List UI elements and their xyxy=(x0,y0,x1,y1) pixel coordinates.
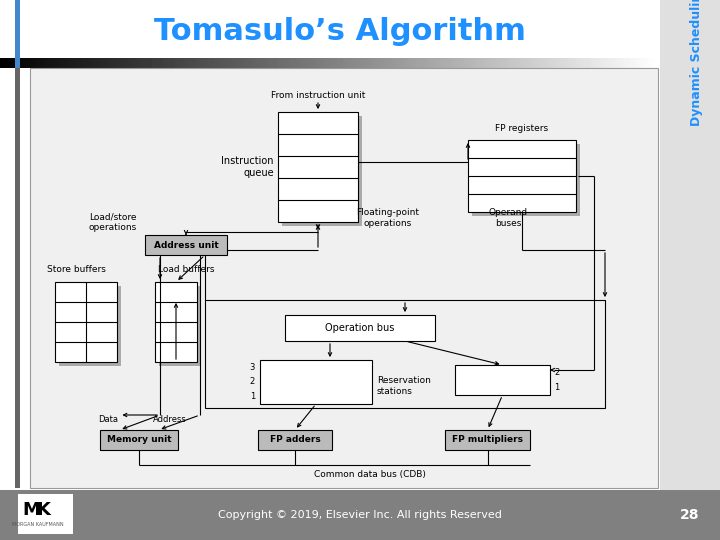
Bar xyxy=(472,144,580,216)
Bar xyxy=(18,494,73,534)
Bar xyxy=(155,282,197,362)
Text: 28: 28 xyxy=(680,508,700,522)
Bar xyxy=(30,68,658,488)
Text: Instruction
queue: Instruction queue xyxy=(222,156,274,178)
Bar xyxy=(55,282,117,362)
Bar xyxy=(260,360,372,404)
Bar xyxy=(258,430,332,450)
Text: Data: Data xyxy=(98,415,118,424)
Text: 1: 1 xyxy=(250,392,255,401)
Text: 3: 3 xyxy=(250,363,255,372)
Bar xyxy=(285,315,435,341)
Bar xyxy=(445,430,530,450)
Text: 2: 2 xyxy=(554,368,559,377)
Text: Load buffers: Load buffers xyxy=(158,265,215,274)
Text: Address unit: Address unit xyxy=(153,240,218,249)
Text: From instruction unit: From instruction unit xyxy=(271,91,365,100)
Bar xyxy=(59,286,121,366)
Bar xyxy=(0,490,720,540)
Text: K: K xyxy=(36,501,50,519)
Bar xyxy=(278,112,358,222)
Bar xyxy=(159,286,201,366)
Bar xyxy=(455,365,550,395)
Text: MORGAN KAUFMANN: MORGAN KAUFMANN xyxy=(12,522,64,526)
Text: Reservation
stations: Reservation stations xyxy=(377,376,431,396)
Text: FP registers: FP registers xyxy=(495,124,549,133)
Text: Common data bus (CDB): Common data bus (CDB) xyxy=(314,470,426,480)
Text: Tomasulo’s Algorithm: Tomasulo’s Algorithm xyxy=(154,17,526,46)
Text: Copyright © 2019, Elsevier Inc. All rights Reserved: Copyright © 2019, Elsevier Inc. All righ… xyxy=(218,510,502,520)
Bar xyxy=(468,140,576,212)
Bar xyxy=(100,430,178,450)
Text: Load/store
operations: Load/store operations xyxy=(89,212,137,232)
Bar xyxy=(282,116,362,226)
Text: Memory unit: Memory unit xyxy=(107,435,171,444)
Text: 2: 2 xyxy=(250,377,255,387)
Text: Floating-point
operations: Floating-point operations xyxy=(356,208,420,228)
Text: FP multipliers: FP multipliers xyxy=(452,435,523,444)
Bar xyxy=(660,0,720,490)
Bar xyxy=(0,0,660,58)
Text: Address: Address xyxy=(153,415,187,424)
Bar xyxy=(15,0,20,68)
Text: Dynamic Scheduling: Dynamic Scheduling xyxy=(690,0,703,126)
Bar xyxy=(15,68,20,488)
Text: Operand
buses: Operand buses xyxy=(488,208,528,228)
Bar xyxy=(145,235,227,255)
Text: FP adders: FP adders xyxy=(269,435,320,444)
Text: Store buffers: Store buffers xyxy=(47,265,105,274)
Bar xyxy=(205,300,605,408)
Text: Operation bus: Operation bus xyxy=(325,323,395,333)
Text: 1: 1 xyxy=(554,383,559,392)
Text: M: M xyxy=(22,501,40,519)
